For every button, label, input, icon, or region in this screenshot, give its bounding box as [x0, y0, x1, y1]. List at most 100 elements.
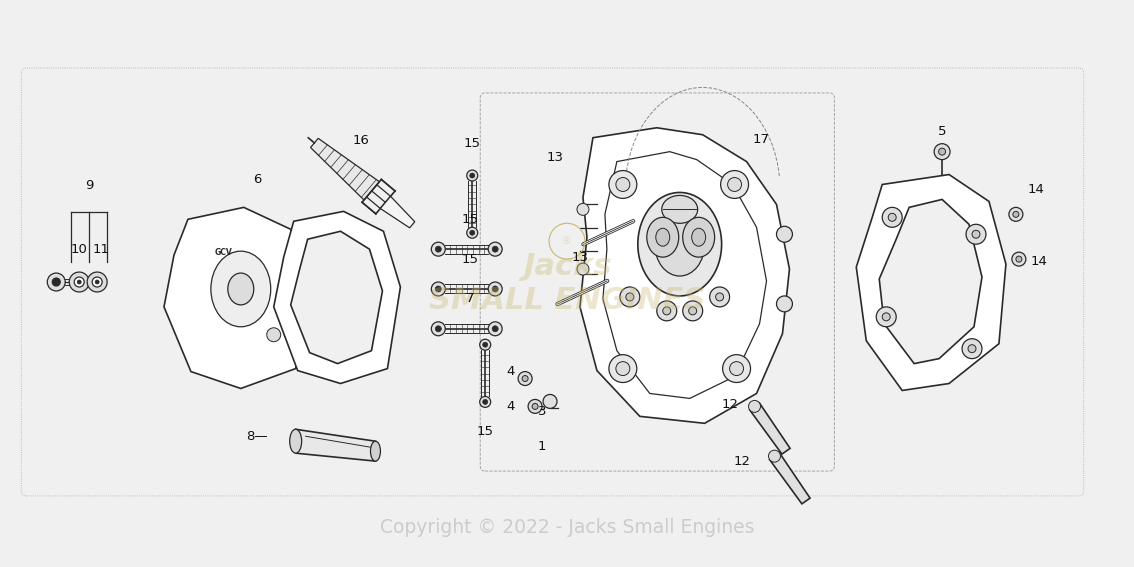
- Ellipse shape: [431, 242, 446, 256]
- Ellipse shape: [882, 313, 890, 321]
- Ellipse shape: [688, 307, 696, 315]
- Ellipse shape: [577, 263, 589, 275]
- Ellipse shape: [1009, 208, 1023, 221]
- Ellipse shape: [492, 326, 498, 332]
- Ellipse shape: [435, 326, 441, 332]
- Polygon shape: [879, 200, 982, 363]
- Ellipse shape: [710, 287, 729, 307]
- Ellipse shape: [435, 246, 441, 252]
- Polygon shape: [311, 138, 380, 200]
- Ellipse shape: [882, 208, 903, 227]
- Ellipse shape: [662, 307, 670, 315]
- Polygon shape: [296, 429, 375, 461]
- Ellipse shape: [769, 450, 780, 462]
- Polygon shape: [164, 208, 307, 388]
- Ellipse shape: [266, 328, 281, 342]
- Text: 9: 9: [85, 179, 93, 192]
- Text: 12: 12: [733, 455, 750, 468]
- Text: 11: 11: [93, 243, 110, 256]
- Ellipse shape: [492, 246, 498, 252]
- Ellipse shape: [467, 170, 477, 181]
- Ellipse shape: [211, 251, 271, 327]
- Ellipse shape: [69, 272, 90, 292]
- Text: 16: 16: [352, 134, 369, 147]
- Ellipse shape: [646, 217, 679, 257]
- Ellipse shape: [1013, 211, 1018, 217]
- Polygon shape: [856, 175, 1006, 391]
- Ellipse shape: [657, 301, 677, 321]
- Ellipse shape: [87, 272, 107, 292]
- Text: ®: ®: [562, 236, 572, 246]
- Ellipse shape: [934, 143, 950, 159]
- Text: 6: 6: [254, 173, 262, 186]
- Ellipse shape: [228, 273, 254, 305]
- Ellipse shape: [720, 171, 748, 198]
- Ellipse shape: [518, 371, 532, 386]
- Ellipse shape: [609, 171, 637, 198]
- Text: 15: 15: [462, 213, 479, 226]
- Ellipse shape: [74, 277, 84, 287]
- Ellipse shape: [777, 226, 793, 242]
- Text: 14: 14: [1027, 183, 1044, 196]
- Ellipse shape: [489, 242, 502, 256]
- Ellipse shape: [577, 204, 589, 215]
- Polygon shape: [380, 196, 415, 228]
- Ellipse shape: [877, 307, 896, 327]
- Ellipse shape: [489, 322, 502, 336]
- Text: 10: 10: [70, 243, 87, 256]
- Ellipse shape: [467, 227, 477, 238]
- Ellipse shape: [95, 280, 99, 284]
- Ellipse shape: [722, 354, 751, 383]
- Ellipse shape: [626, 293, 634, 301]
- Text: GCV: GCV: [215, 248, 232, 257]
- Ellipse shape: [48, 273, 66, 291]
- Text: 8—: 8—: [246, 430, 268, 443]
- Text: 3: 3: [538, 405, 547, 418]
- Ellipse shape: [962, 338, 982, 359]
- Ellipse shape: [543, 395, 557, 408]
- Text: 17: 17: [753, 133, 770, 146]
- Ellipse shape: [616, 177, 629, 192]
- Ellipse shape: [435, 286, 441, 292]
- Text: Copyright © 2022 - Jacks Small Engines: Copyright © 2022 - Jacks Small Engines: [380, 518, 754, 538]
- Ellipse shape: [77, 280, 82, 284]
- Ellipse shape: [431, 322, 446, 336]
- Ellipse shape: [522, 375, 528, 382]
- Ellipse shape: [692, 229, 705, 246]
- Ellipse shape: [532, 403, 538, 409]
- Ellipse shape: [483, 342, 488, 347]
- Ellipse shape: [716, 293, 723, 301]
- Ellipse shape: [92, 277, 102, 287]
- Ellipse shape: [662, 196, 697, 223]
- Ellipse shape: [728, 177, 742, 192]
- Ellipse shape: [480, 396, 491, 408]
- Text: 7: 7: [466, 293, 474, 306]
- Ellipse shape: [966, 225, 985, 244]
- Ellipse shape: [968, 345, 976, 353]
- Ellipse shape: [1012, 252, 1026, 266]
- Polygon shape: [273, 211, 400, 383]
- Text: 14: 14: [1031, 255, 1048, 268]
- Ellipse shape: [683, 301, 703, 321]
- Text: 5: 5: [938, 125, 947, 138]
- Ellipse shape: [480, 339, 491, 350]
- Polygon shape: [750, 403, 790, 454]
- Text: 4: 4: [506, 365, 515, 378]
- Ellipse shape: [609, 354, 637, 383]
- Ellipse shape: [888, 213, 896, 221]
- Text: 15: 15: [464, 137, 481, 150]
- Ellipse shape: [52, 278, 60, 286]
- Ellipse shape: [289, 429, 302, 453]
- Ellipse shape: [748, 400, 761, 412]
- Ellipse shape: [683, 217, 714, 257]
- Ellipse shape: [972, 230, 980, 238]
- Text: 13: 13: [547, 151, 564, 164]
- Polygon shape: [770, 452, 810, 504]
- Ellipse shape: [729, 362, 744, 375]
- Ellipse shape: [637, 192, 721, 296]
- Ellipse shape: [483, 399, 488, 404]
- Ellipse shape: [469, 230, 475, 235]
- Ellipse shape: [616, 362, 629, 375]
- Ellipse shape: [492, 286, 498, 292]
- Ellipse shape: [939, 148, 946, 155]
